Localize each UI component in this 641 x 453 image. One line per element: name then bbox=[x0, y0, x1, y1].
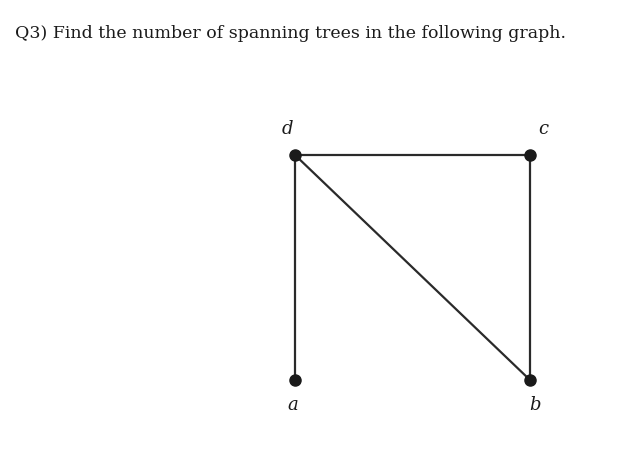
Text: b: b bbox=[529, 396, 541, 414]
Text: c: c bbox=[538, 120, 548, 138]
Text: Q3) Find the number of spanning trees in the following graph.: Q3) Find the number of spanning trees in… bbox=[15, 25, 566, 42]
Text: d: d bbox=[281, 120, 293, 138]
Text: a: a bbox=[288, 396, 298, 414]
